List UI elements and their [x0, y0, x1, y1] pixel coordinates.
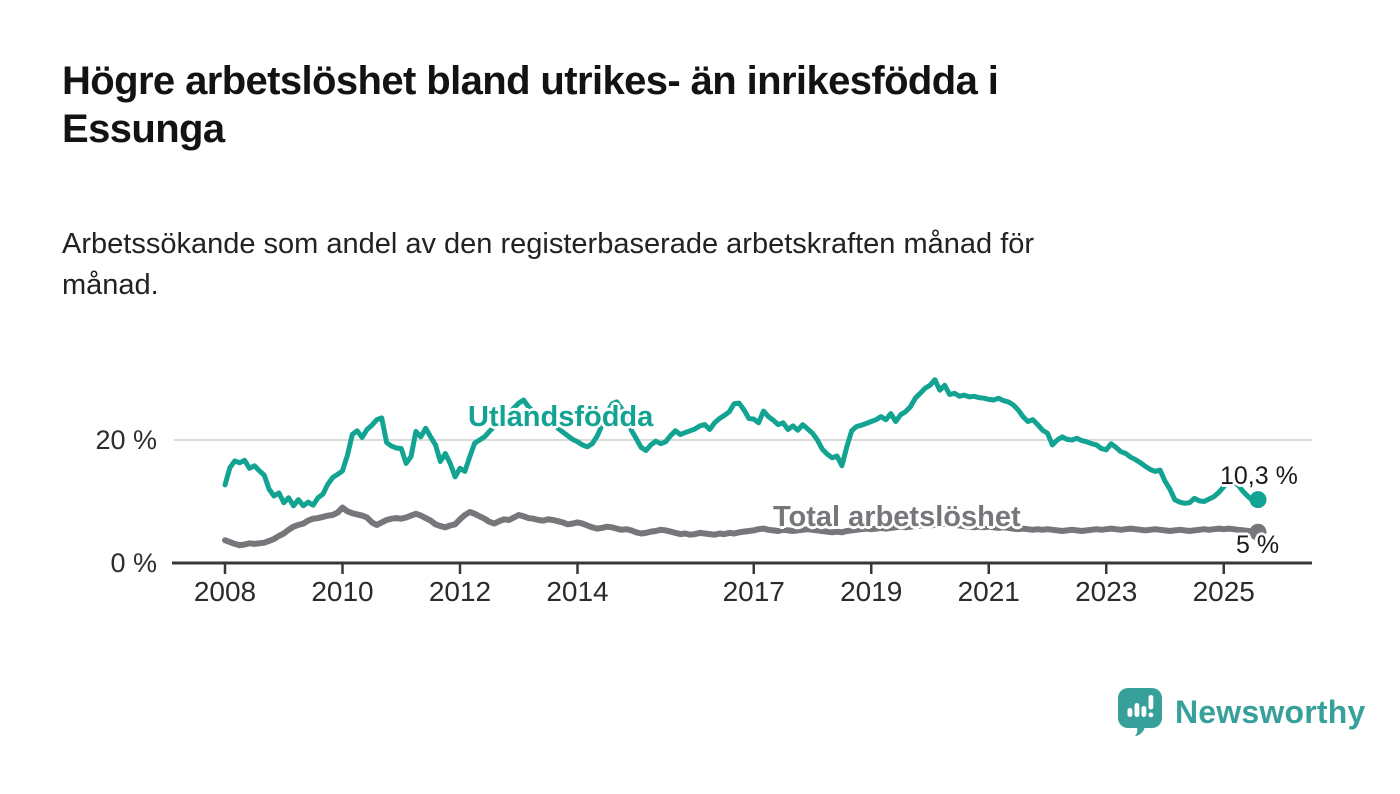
newsworthy-wordmark: Newsworthy	[1175, 694, 1366, 730]
series-line-total	[222, 504, 1261, 549]
end-dot-utlandsfodda	[1249, 491, 1267, 509]
chart-subtitle: Arbetssökande som andel av den registerb…	[62, 228, 1035, 301]
newsworthy-logo: Newsworthy	[1118, 688, 1365, 737]
chart-title: Högre arbetslöshet bland utrikes- än inr…	[62, 59, 999, 151]
x-axis-label-2012: 2012	[429, 576, 491, 607]
end-value-total: 5 %	[1236, 531, 1280, 559]
x-axis-label-2023: 2023	[1075, 576, 1137, 607]
y-axis-label-0: 0 %	[110, 548, 157, 578]
logo-bar-2	[1134, 703, 1140, 717]
end-value-utlandsfodda: 10,3 %	[1220, 462, 1298, 490]
end-dot-total	[1249, 523, 1267, 541]
x-axis-label-2008: 2008	[194, 576, 256, 607]
x-axis-label-2010: 2010	[311, 576, 373, 607]
x-axis-label-2021: 2021	[958, 576, 1020, 607]
y-axis-label-20: 20 %	[95, 425, 157, 455]
newsworthy-bubble-icon	[1118, 688, 1162, 737]
logo-exclamation-bar	[1148, 695, 1154, 710]
logo-exclamation-dot	[1148, 712, 1154, 718]
series-line-utlandsfodda	[222, 377, 1261, 509]
x-axis-label-2014: 2014	[546, 576, 608, 607]
x-axis-label-2025: 2025	[1193, 576, 1255, 607]
series-label-total-arbetsloshet: Total arbetslöshet	[773, 501, 1021, 533]
x-axis-label-2019: 2019	[840, 576, 902, 607]
x-axis-label-2017: 2017	[723, 576, 785, 607]
logo-bar-3	[1141, 706, 1147, 717]
series-label-utlandsfodda: Utlandsfödda	[468, 401, 654, 433]
logo-bar-1	[1127, 708, 1133, 717]
